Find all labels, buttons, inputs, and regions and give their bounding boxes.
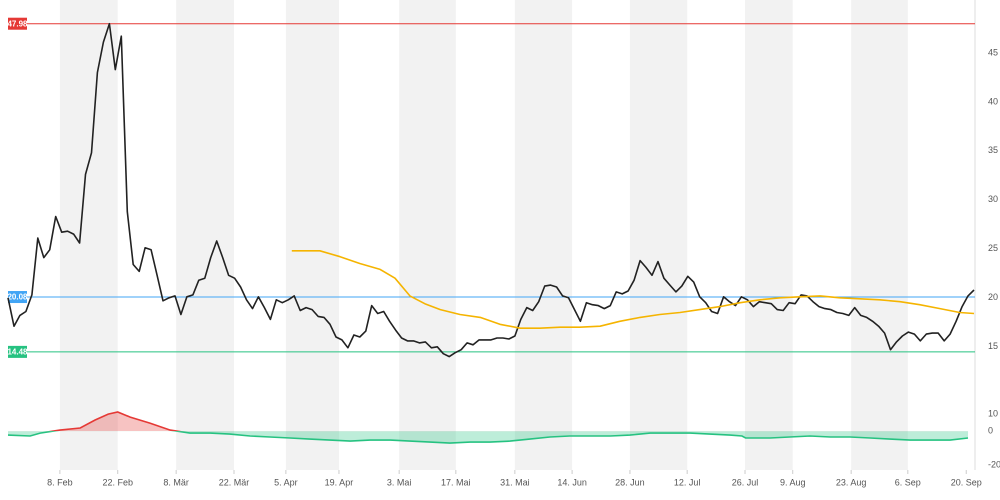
y-tick-label: 45 xyxy=(988,47,998,57)
y-tick-label: 20 xyxy=(988,292,998,302)
band xyxy=(399,0,456,470)
x-tick-label: 8. Feb xyxy=(47,477,73,487)
x-tick-label: 12. Jul xyxy=(674,477,701,487)
x-tick-label: 3. Mai xyxy=(387,477,412,487)
x-tick-label: 22. Mär xyxy=(219,477,250,487)
line-negative xyxy=(7,431,969,444)
x-tick-label: 19. Apr xyxy=(325,477,354,487)
y-tick-label: 30 xyxy=(988,194,998,204)
band xyxy=(629,0,688,470)
line xyxy=(291,250,975,329)
x-tick-label: 8. Mär xyxy=(163,477,189,487)
y2-tick-label: -20 xyxy=(988,459,1000,469)
level-badge xyxy=(8,291,27,304)
y2-tick-label: 10 xyxy=(988,408,998,418)
y-tick-label: 40 xyxy=(988,96,998,106)
x-tick-label: 5. Apr xyxy=(274,477,298,487)
band xyxy=(514,0,573,470)
x-tick-label: 28. Jun xyxy=(615,477,645,487)
x-tick-label: 20. Sep xyxy=(951,477,982,487)
y-tick-label: 25 xyxy=(988,243,998,253)
level-label: 20.08 xyxy=(7,293,28,302)
line xyxy=(7,22,975,358)
y2-tick-label: 0 xyxy=(988,425,993,435)
level-label: 47.98 xyxy=(7,19,28,28)
level-label: 14.48 xyxy=(7,347,28,356)
y-tick-label: 35 xyxy=(988,145,998,155)
area-negative xyxy=(8,431,969,444)
x-tick-label: 23. Aug xyxy=(836,477,867,487)
level-badge xyxy=(8,17,27,30)
x-tick-label: 6. Sep xyxy=(895,477,921,487)
band xyxy=(176,0,234,470)
area-positive xyxy=(8,412,969,432)
band xyxy=(59,0,118,470)
band xyxy=(745,0,793,470)
x-tick-label: 9. Aug xyxy=(780,477,806,487)
level-badge xyxy=(8,345,27,358)
line-positive xyxy=(48,411,182,432)
band xyxy=(851,0,908,470)
band xyxy=(285,0,339,470)
x-tick-label: 31. Mai xyxy=(500,477,530,487)
x-tick-label: 17. Mai xyxy=(441,477,471,487)
x-tick-label: 14. Jun xyxy=(557,477,587,487)
x-tick-label: 22. Feb xyxy=(102,477,133,487)
y-tick-label: 15 xyxy=(988,341,998,351)
x-tick-label: 26. Jul xyxy=(732,477,759,487)
